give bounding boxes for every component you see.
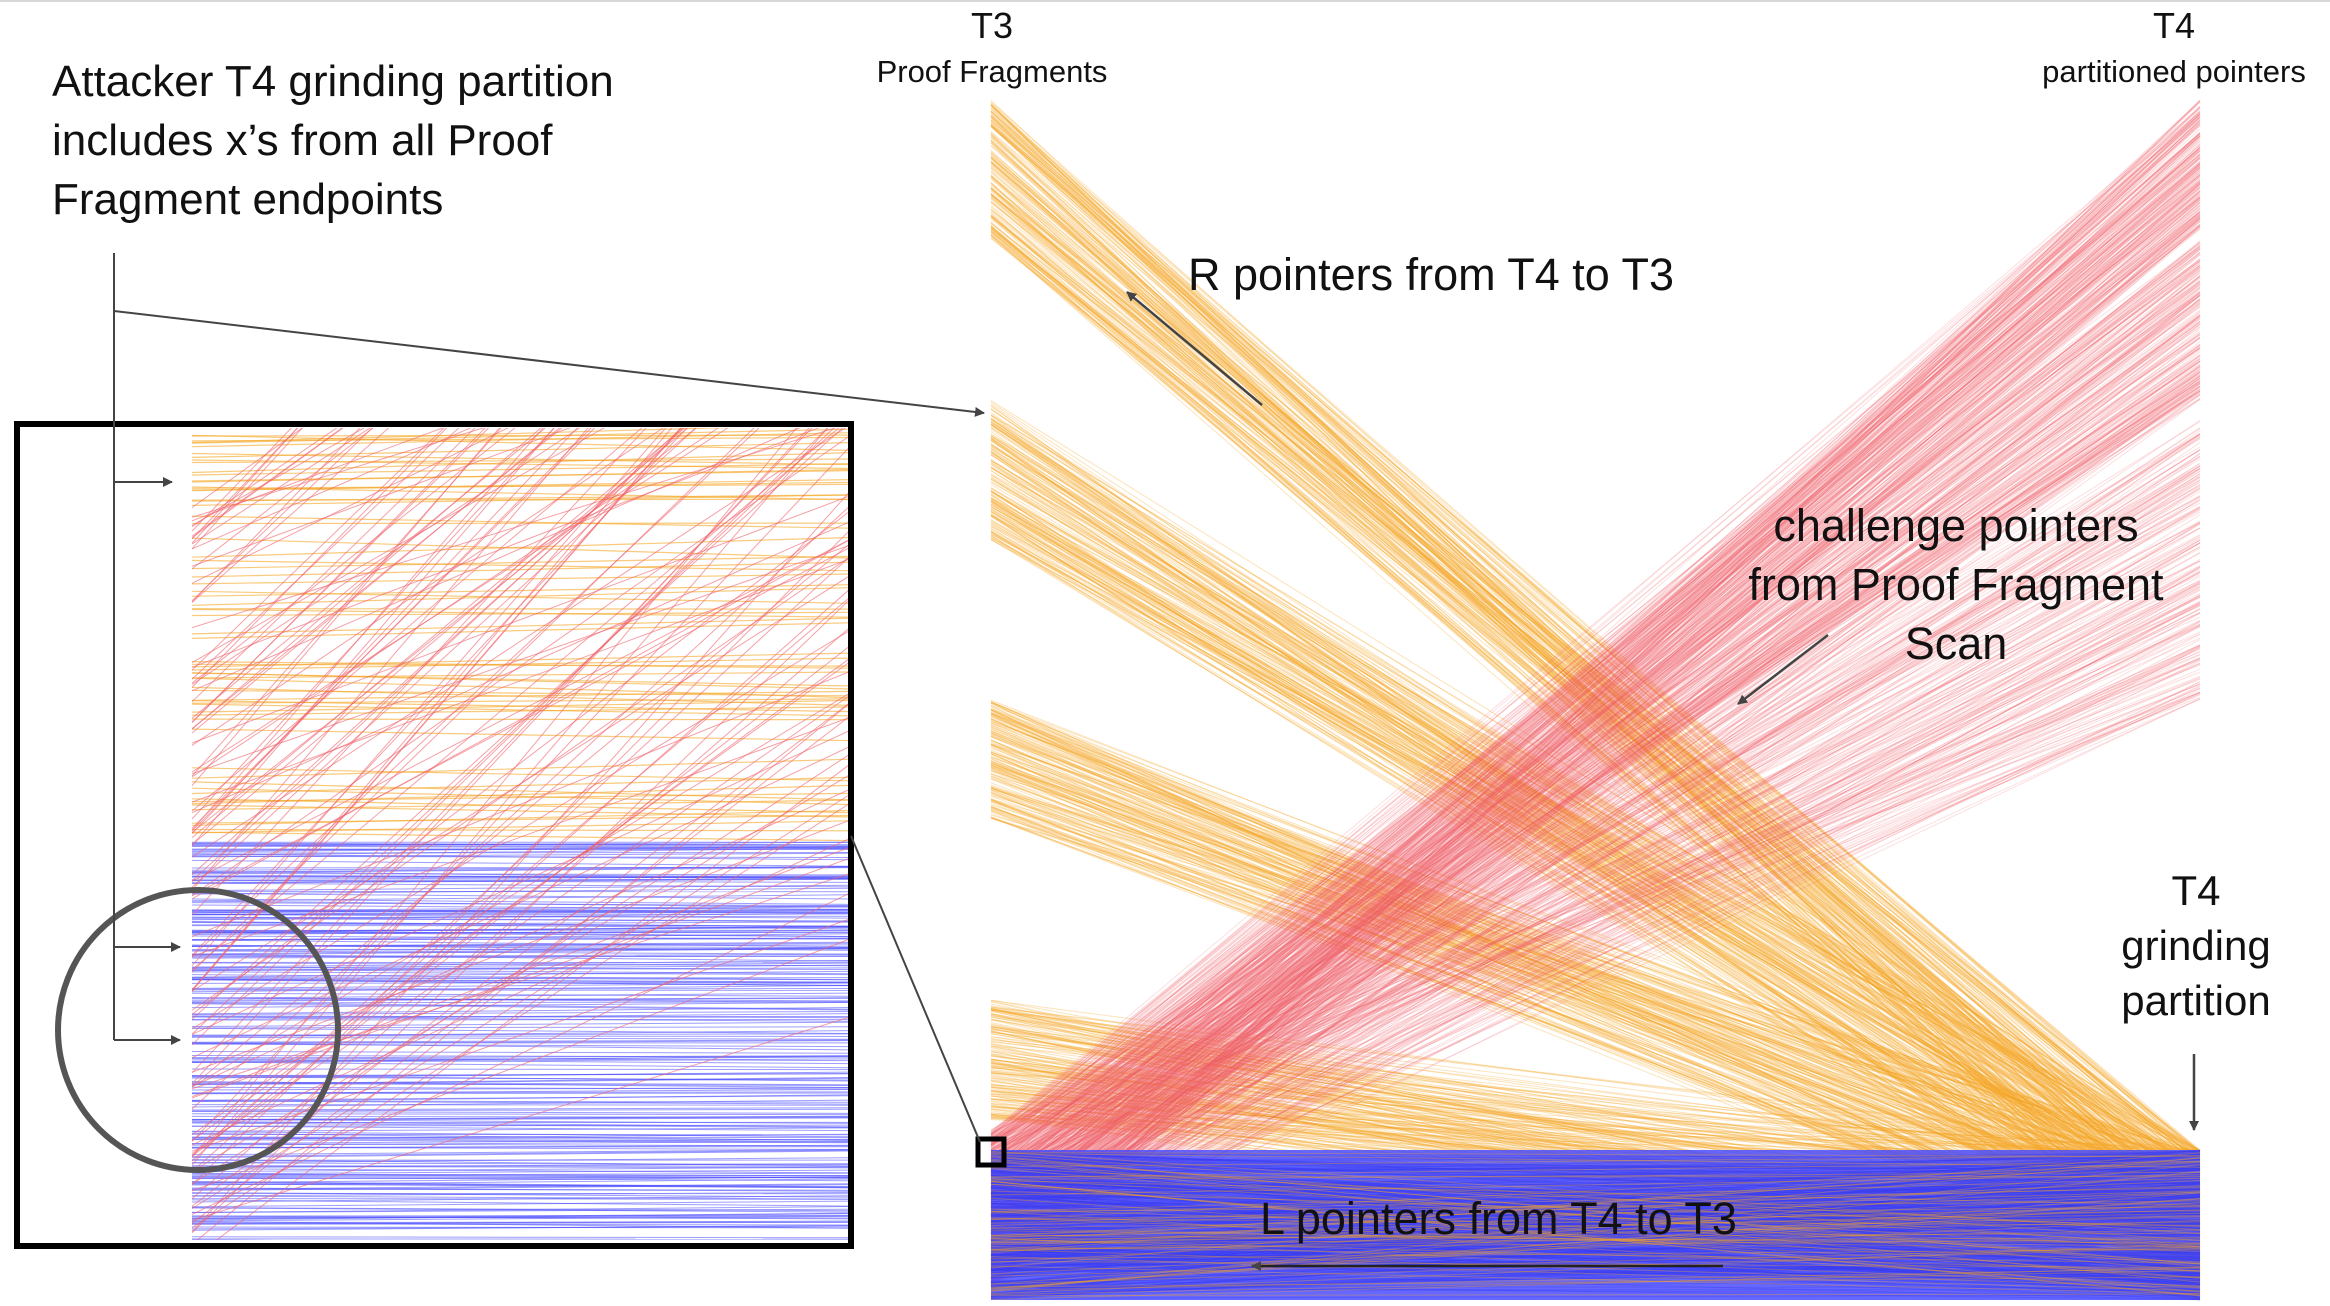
zoom-source-square [975,1136,1007,1168]
zoom-frame [14,421,854,1249]
r-pointers-label: R pointers from T4 to T3 [1188,249,1674,300]
grinding-label-line-3: partition [2121,977,2270,1024]
t4-title: T4 [2153,5,2195,46]
t3-subtitle: Proof Fragments [877,54,1108,89]
l-pointer-band [990,1149,2201,1301]
l-pointers-label: L pointers from T4 to T3 [1260,1193,1737,1244]
t3-title: T3 [971,5,1013,46]
attacker-arrow-main [113,310,985,417]
attacker-text-line-1: Attacker T4 grinding partition [52,57,614,106]
challenge-label-line-1: challenge pointers [1773,500,2138,551]
zoom-connector [850,835,981,1143]
attacker-text-line-2: includes x’s from all Proof [52,116,553,165]
challenge-arrow [1737,634,1829,705]
challenge-pointer-bands [990,100,2201,1291]
r-pointer-arrow [1126,291,1263,406]
attacker-text-line-3: Fragment endpoints [52,175,443,224]
challenge-label-line-3: Scan [1905,618,2008,669]
challenge-label-line-2: from Proof Fragment [1748,559,2164,610]
magnify-circle [55,887,341,1173]
grinding-label-line-2: grinding [2121,922,2270,969]
zoom-panel-lines [192,428,850,1240]
t4-subtitle: partitioned pointers [2042,54,2306,89]
grinding-label-line-1: T4 [2171,867,2220,914]
attacker-annotation [113,253,985,1045]
